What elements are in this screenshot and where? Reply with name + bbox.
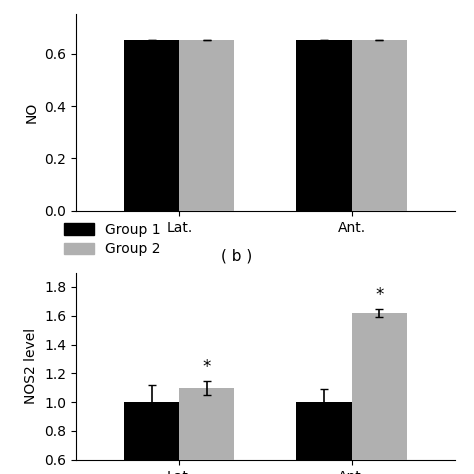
Legend: Group 1, Group 2: Group 1, Group 2	[64, 223, 161, 256]
Y-axis label: NOS2 level: NOS2 level	[25, 328, 38, 404]
Text: *: *	[203, 358, 211, 376]
Text: *: *	[375, 286, 383, 304]
Bar	[179, 388, 235, 474]
Bar	[179, 40, 235, 211]
Bar	[352, 313, 407, 474]
Bar	[296, 40, 352, 211]
Bar	[296, 402, 352, 474]
Y-axis label: NO: NO	[25, 102, 38, 123]
Bar	[352, 40, 407, 211]
Bar	[124, 402, 179, 474]
Bar	[124, 40, 179, 211]
Text: ( b ): ( b )	[221, 248, 253, 264]
